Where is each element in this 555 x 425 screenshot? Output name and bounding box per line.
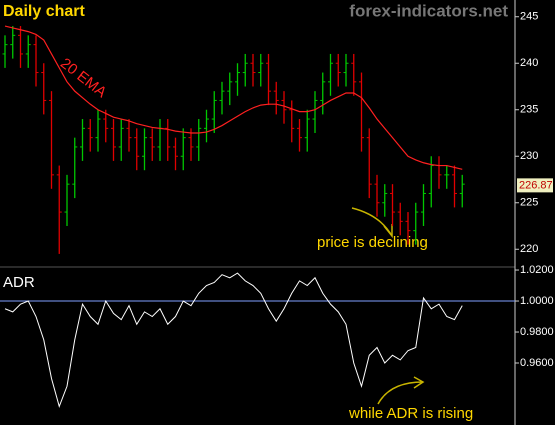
watermark: forex-indicators.net — [349, 1, 508, 20]
y-tick-label: 220 — [520, 243, 538, 255]
annotation: while ADR is rising — [348, 405, 473, 422]
y-tick-label: 230 — [520, 150, 538, 162]
last-value-label: 226.87 — [519, 179, 553, 191]
chart-title: Daily chart — [3, 3, 85, 20]
arrow — [351, 207, 393, 237]
y-tick-label: 1.0200 — [520, 264, 554, 276]
arrow — [377, 381, 424, 405]
y-tick-label: 0.9800 — [520, 326, 554, 338]
y-tick-label: 240 — [520, 57, 538, 69]
y-tick-label: 1.0000 — [520, 295, 554, 307]
arrow-head — [413, 376, 425, 389]
y-tick-label: 235 — [520, 104, 538, 116]
annotation: price is declining — [317, 234, 428, 251]
ema-line — [4, 25, 463, 170]
arrow-head — [383, 224, 393, 239]
y-tick-label: 225 — [520, 197, 538, 209]
last-value-box — [517, 178, 553, 193]
chart-title: ADR — [3, 274, 35, 291]
adr-line — [4, 272, 463, 408]
y-tick-label: 245 — [520, 11, 538, 23]
y-tick-label: 0.9600 — [520, 357, 554, 369]
